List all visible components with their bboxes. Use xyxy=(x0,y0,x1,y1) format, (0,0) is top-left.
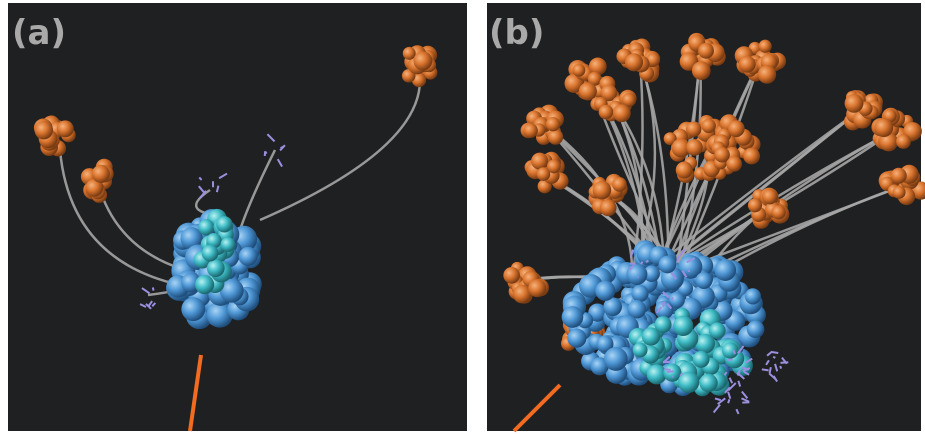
atom xyxy=(891,168,907,184)
atom xyxy=(216,216,232,232)
atom xyxy=(893,186,906,199)
ligand xyxy=(638,277,639,278)
atom xyxy=(748,198,762,212)
atom xyxy=(593,181,612,200)
atom xyxy=(747,320,765,338)
atom xyxy=(625,53,643,71)
ligand xyxy=(663,362,670,363)
atom xyxy=(595,281,615,301)
atom xyxy=(604,347,628,371)
ligand xyxy=(672,297,673,300)
ligand xyxy=(641,262,642,265)
atom xyxy=(728,120,745,137)
atom xyxy=(673,316,693,336)
atom xyxy=(762,189,777,204)
atom xyxy=(599,105,614,120)
atom xyxy=(874,118,893,137)
atom xyxy=(198,219,214,235)
atom xyxy=(698,43,714,59)
ligand xyxy=(770,367,771,373)
atom xyxy=(699,374,718,393)
atom xyxy=(92,165,110,183)
atom xyxy=(772,205,786,219)
ligand xyxy=(727,359,733,360)
atom xyxy=(715,259,737,281)
atom xyxy=(548,129,563,144)
atom xyxy=(612,177,627,192)
ligand xyxy=(780,366,781,369)
atom xyxy=(759,40,772,53)
atom xyxy=(531,153,548,170)
ligand xyxy=(773,357,775,358)
panel-label: (b) xyxy=(489,13,544,53)
atom xyxy=(195,275,214,294)
atom xyxy=(633,343,648,358)
atom xyxy=(632,285,649,302)
atom xyxy=(714,147,730,163)
atom xyxy=(626,264,647,285)
atom xyxy=(523,123,538,138)
ligand xyxy=(728,399,729,403)
atom xyxy=(503,267,520,284)
atom xyxy=(239,247,258,266)
ligand xyxy=(733,350,734,354)
panel-a-background xyxy=(8,3,467,431)
atom xyxy=(207,259,225,277)
atom xyxy=(722,342,738,358)
atom xyxy=(528,279,546,297)
atom xyxy=(562,306,584,328)
figure: (a) (b) xyxy=(0,0,925,434)
atom xyxy=(579,82,597,100)
ligand xyxy=(265,152,267,153)
atom xyxy=(547,160,561,174)
atom xyxy=(896,134,911,149)
atom xyxy=(745,288,761,304)
panel-label: (a) xyxy=(12,13,66,53)
atom xyxy=(202,245,219,262)
ligand xyxy=(780,362,788,363)
atom xyxy=(546,117,560,131)
atom xyxy=(686,121,701,136)
ligand xyxy=(153,287,154,290)
atom xyxy=(676,162,693,179)
atom xyxy=(642,327,660,345)
atom xyxy=(35,121,53,139)
atom xyxy=(57,120,74,137)
atom xyxy=(613,104,631,122)
atom xyxy=(567,329,586,348)
atom xyxy=(701,119,715,133)
atom xyxy=(845,94,864,113)
atom xyxy=(413,51,432,70)
ligand xyxy=(667,371,674,372)
atom xyxy=(572,64,585,77)
atom xyxy=(709,322,726,339)
atom xyxy=(403,47,416,60)
atom xyxy=(659,256,677,274)
atom xyxy=(221,237,236,252)
ligand xyxy=(771,352,779,353)
atom xyxy=(600,199,617,216)
atom xyxy=(743,148,760,165)
atom xyxy=(686,139,703,156)
atom xyxy=(692,61,711,80)
ligand xyxy=(646,261,648,263)
ligand xyxy=(762,369,769,370)
atom xyxy=(739,56,756,73)
atom xyxy=(758,65,776,83)
atom xyxy=(181,297,205,321)
atom xyxy=(693,351,710,368)
atom xyxy=(696,272,713,289)
